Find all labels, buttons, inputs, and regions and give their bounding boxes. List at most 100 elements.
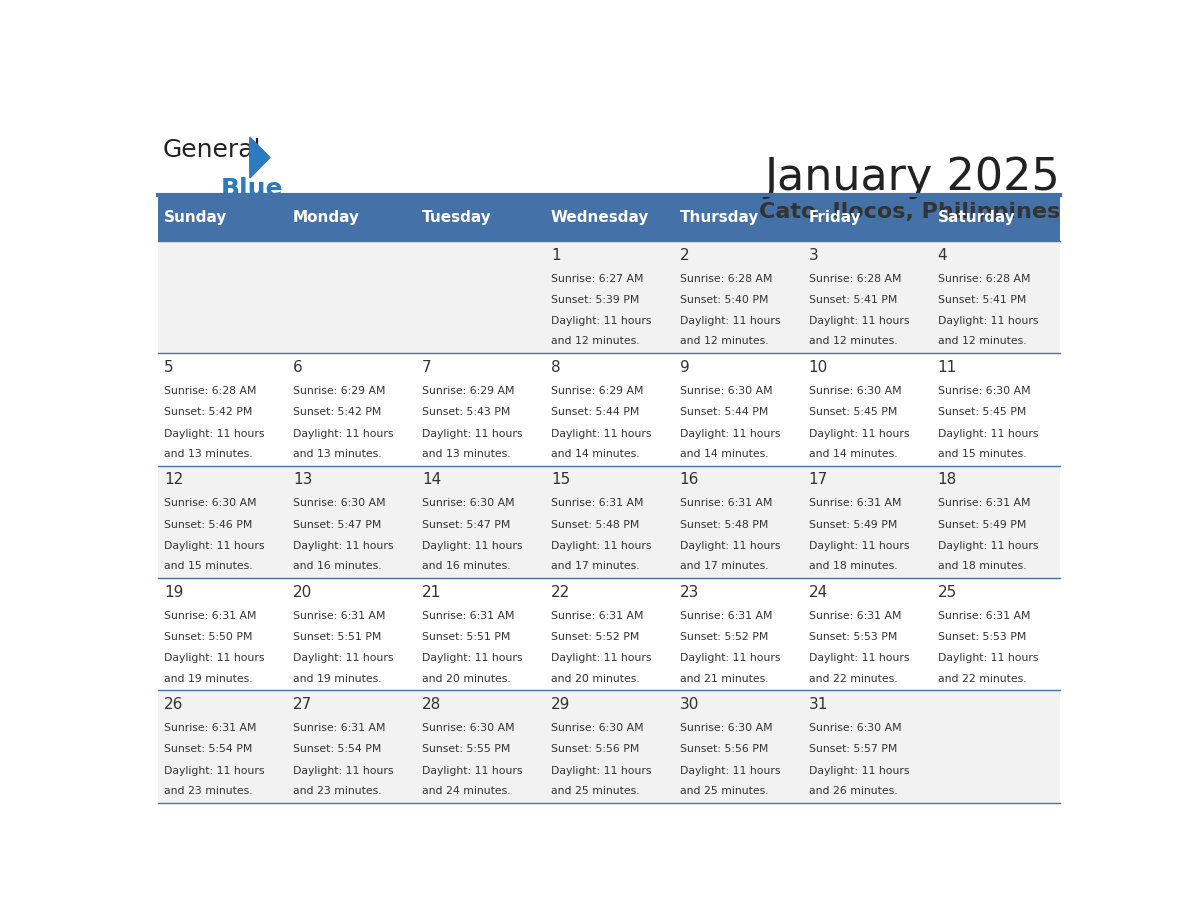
Text: Sunset: 5:42 PM: Sunset: 5:42 PM [293, 408, 381, 418]
Text: Sunrise: 6:30 AM: Sunrise: 6:30 AM [809, 386, 902, 396]
Text: Sunrise: 6:30 AM: Sunrise: 6:30 AM [809, 723, 902, 733]
Text: Sunset: 5:44 PM: Sunset: 5:44 PM [680, 408, 769, 418]
Text: Sunset: 5:51 PM: Sunset: 5:51 PM [422, 633, 511, 642]
Text: Friday: Friday [809, 210, 861, 226]
Text: Sunrise: 6:31 AM: Sunrise: 6:31 AM [422, 610, 514, 621]
Text: Sunset: 5:50 PM: Sunset: 5:50 PM [164, 633, 253, 642]
Text: Daylight: 11 hours: Daylight: 11 hours [937, 429, 1038, 439]
FancyBboxPatch shape [158, 465, 286, 578]
Polygon shape [249, 137, 270, 178]
Text: 15: 15 [551, 473, 570, 487]
Text: and 17 minutes.: and 17 minutes. [680, 561, 769, 571]
Text: Sunset: 5:45 PM: Sunset: 5:45 PM [809, 408, 897, 418]
Text: Sunrise: 6:30 AM: Sunrise: 6:30 AM [422, 498, 514, 509]
FancyBboxPatch shape [286, 465, 416, 578]
Text: 4: 4 [937, 248, 947, 263]
Text: and 14 minutes.: and 14 minutes. [809, 449, 897, 459]
FancyBboxPatch shape [416, 195, 544, 241]
Text: and 12 minutes.: and 12 minutes. [551, 337, 639, 346]
Text: 28: 28 [422, 698, 441, 712]
FancyBboxPatch shape [158, 195, 286, 241]
Text: Sunrise: 6:31 AM: Sunrise: 6:31 AM [937, 610, 1030, 621]
Text: Sunrise: 6:30 AM: Sunrise: 6:30 AM [164, 498, 257, 509]
Text: Daylight: 11 hours: Daylight: 11 hours [809, 541, 909, 551]
Text: Daylight: 11 hours: Daylight: 11 hours [293, 766, 393, 776]
Text: Daylight: 11 hours: Daylight: 11 hours [937, 654, 1038, 664]
FancyBboxPatch shape [931, 578, 1060, 690]
Text: General: General [163, 139, 261, 162]
Text: Sunrise: 6:28 AM: Sunrise: 6:28 AM [164, 386, 257, 396]
Text: Sunrise: 6:28 AM: Sunrise: 6:28 AM [680, 274, 772, 284]
FancyBboxPatch shape [416, 353, 544, 465]
Text: and 13 minutes.: and 13 minutes. [422, 449, 511, 459]
Text: 8: 8 [551, 360, 561, 375]
FancyBboxPatch shape [416, 465, 544, 578]
Text: 3: 3 [809, 248, 819, 263]
Text: Monday: Monday [293, 210, 360, 226]
FancyBboxPatch shape [286, 241, 416, 353]
Text: and 14 minutes.: and 14 minutes. [551, 449, 639, 459]
Text: Daylight: 11 hours: Daylight: 11 hours [680, 541, 781, 551]
Text: Daylight: 11 hours: Daylight: 11 hours [937, 316, 1038, 326]
FancyBboxPatch shape [802, 195, 931, 241]
Text: and 12 minutes.: and 12 minutes. [937, 337, 1026, 346]
FancyBboxPatch shape [286, 353, 416, 465]
Text: Sunset: 5:41 PM: Sunset: 5:41 PM [937, 295, 1026, 305]
Text: Sunset: 5:56 PM: Sunset: 5:56 PM [551, 744, 639, 755]
FancyBboxPatch shape [674, 465, 802, 578]
Text: Sunset: 5:42 PM: Sunset: 5:42 PM [164, 408, 253, 418]
Text: Wednesday: Wednesday [551, 210, 649, 226]
Text: Sunrise: 6:31 AM: Sunrise: 6:31 AM [937, 498, 1030, 509]
Text: Sunrise: 6:31 AM: Sunrise: 6:31 AM [809, 610, 902, 621]
Text: Sunrise: 6:28 AM: Sunrise: 6:28 AM [937, 274, 1030, 284]
FancyBboxPatch shape [931, 465, 1060, 578]
Text: Daylight: 11 hours: Daylight: 11 hours [164, 654, 265, 664]
Text: 10: 10 [809, 360, 828, 375]
FancyBboxPatch shape [544, 353, 674, 465]
Text: Daylight: 11 hours: Daylight: 11 hours [551, 654, 651, 664]
Text: 27: 27 [293, 698, 312, 712]
Text: and 19 minutes.: and 19 minutes. [293, 674, 381, 684]
Text: Tuesday: Tuesday [422, 210, 492, 226]
Text: and 25 minutes.: and 25 minutes. [551, 786, 639, 796]
Text: January 2025: January 2025 [764, 156, 1060, 199]
Text: Daylight: 11 hours: Daylight: 11 hours [422, 541, 523, 551]
Text: and 20 minutes.: and 20 minutes. [422, 674, 511, 684]
Text: Saturday: Saturday [937, 210, 1016, 226]
FancyBboxPatch shape [802, 578, 931, 690]
Text: 6: 6 [293, 360, 303, 375]
Text: Sunset: 5:46 PM: Sunset: 5:46 PM [164, 520, 253, 530]
Text: Sunrise: 6:27 AM: Sunrise: 6:27 AM [551, 274, 644, 284]
Text: Sunset: 5:47 PM: Sunset: 5:47 PM [422, 520, 511, 530]
FancyBboxPatch shape [802, 690, 931, 803]
Text: 12: 12 [164, 473, 183, 487]
Text: and 23 minutes.: and 23 minutes. [164, 786, 253, 796]
Text: Sunrise: 6:31 AM: Sunrise: 6:31 AM [680, 498, 772, 509]
FancyBboxPatch shape [286, 690, 416, 803]
Text: 1: 1 [551, 248, 561, 263]
FancyBboxPatch shape [931, 195, 1060, 241]
Text: 11: 11 [937, 360, 956, 375]
Text: Daylight: 11 hours: Daylight: 11 hours [809, 316, 909, 326]
Text: Daylight: 11 hours: Daylight: 11 hours [937, 541, 1038, 551]
Text: 14: 14 [422, 473, 441, 487]
FancyBboxPatch shape [544, 465, 674, 578]
Text: 31: 31 [809, 698, 828, 712]
Text: 2: 2 [680, 248, 689, 263]
Text: Sunset: 5:51 PM: Sunset: 5:51 PM [293, 633, 381, 642]
Text: Sunset: 5:49 PM: Sunset: 5:49 PM [809, 520, 897, 530]
Text: Sunrise: 6:29 AM: Sunrise: 6:29 AM [551, 386, 644, 396]
Text: Daylight: 11 hours: Daylight: 11 hours [551, 429, 651, 439]
Text: 17: 17 [809, 473, 828, 487]
FancyBboxPatch shape [931, 690, 1060, 803]
Text: Sunrise: 6:29 AM: Sunrise: 6:29 AM [422, 386, 514, 396]
Text: Daylight: 11 hours: Daylight: 11 hours [809, 429, 909, 439]
Text: 30: 30 [680, 698, 699, 712]
FancyBboxPatch shape [802, 353, 931, 465]
Text: and 26 minutes.: and 26 minutes. [809, 786, 897, 796]
Text: Sunrise: 6:29 AM: Sunrise: 6:29 AM [293, 386, 386, 396]
FancyBboxPatch shape [416, 690, 544, 803]
Text: and 18 minutes.: and 18 minutes. [937, 561, 1026, 571]
FancyBboxPatch shape [286, 578, 416, 690]
Text: Daylight: 11 hours: Daylight: 11 hours [293, 429, 393, 439]
